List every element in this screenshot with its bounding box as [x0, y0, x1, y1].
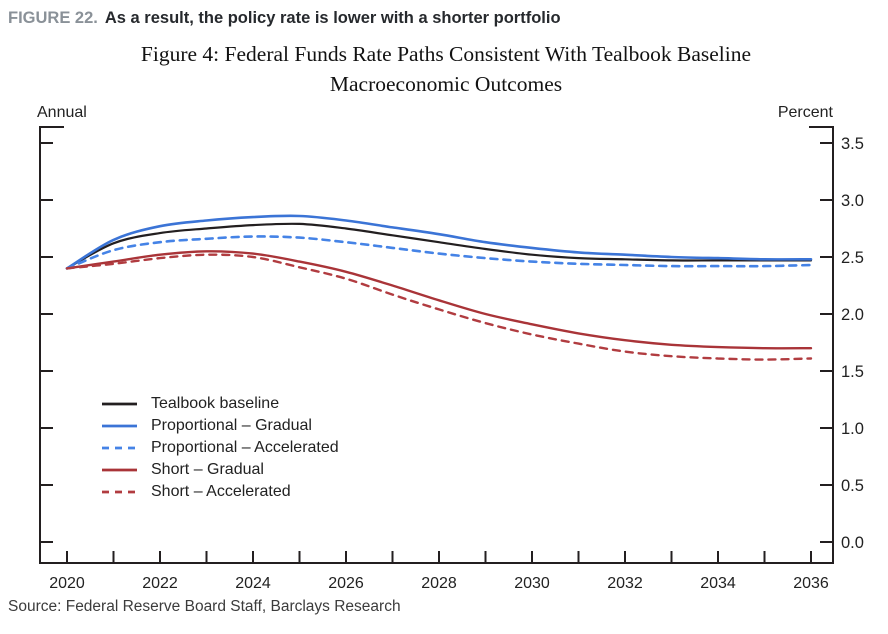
legend-line-swatch — [102, 424, 137, 428]
figure-headline: As a result, the policy rate is lower wi… — [104, 9, 561, 27]
y-tick-label: 3.0 — [841, 192, 864, 210]
y-axis-ticks — [40, 142, 833, 543]
x-axis-ticks — [66, 551, 812, 563]
legend-label: Short – Accelerated — [151, 483, 291, 500]
legend-item: Tealbook baseline — [101, 393, 339, 415]
legend-item: Proportional – Gradual — [101, 415, 339, 437]
legend-item: Proportional – Accelerated — [101, 437, 339, 459]
series-line — [65, 250, 813, 350]
y-tick-label: 2.0 — [841, 306, 864, 324]
y-tick-label: 1.0 — [841, 420, 864, 438]
x-tick-label: 2032 — [607, 575, 643, 592]
series-line — [65, 214, 813, 270]
legend-line-swatch — [102, 490, 137, 494]
left-axis-caption: Annual — [37, 104, 87, 121]
right-axis-caption: Percent — [777, 104, 833, 121]
y-tick-label: 2.5 — [841, 249, 864, 267]
x-tick-label: 2034 — [700, 575, 736, 592]
x-tick-label: 2026 — [328, 575, 364, 592]
legend-item: Short – Accelerated — [101, 481, 339, 503]
chart-title-line1: Figure 4: Federal Funds Rate Paths Consi… — [140, 42, 752, 66]
legend-label: Tealbook baseline — [151, 395, 280, 412]
legend-line-swatch — [102, 446, 137, 450]
y-tick-label: 0.5 — [841, 477, 864, 495]
chart-legend: Tealbook baseline Proportional – Gradual P… — [101, 393, 339, 503]
chart-title: Figure 4: Federal Funds Rate Paths Consi… — [0, 39, 888, 99]
x-tick-label: 2024 — [235, 575, 271, 592]
x-tick-label: 2036 — [793, 575, 829, 592]
legend-label: Short – Gradual — [151, 461, 264, 478]
x-tick-label: 2022 — [142, 575, 178, 592]
x-tick-label: 2030 — [514, 575, 550, 592]
source-note: Source: Federal Reserve Board Staff, Bar… — [8, 598, 401, 615]
legend-line-swatch — [102, 468, 137, 472]
series-line — [65, 235, 813, 270]
series-line — [65, 253, 813, 361]
y-tick-label: 1.5 — [841, 363, 864, 381]
figure-header: FIGURE 22. As a result, the policy rate i… — [8, 9, 561, 28]
series-line — [65, 222, 813, 270]
legend-item: Short – Gradual — [101, 459, 339, 481]
legend-label: Proportional – Gradual — [151, 417, 312, 434]
figure-number-label: FIGURE 22. — [8, 9, 98, 27]
legend-line-swatch — [102, 402, 137, 406]
x-tick-label: 2028 — [421, 575, 457, 592]
chart-title-line2: Macroeconomic Outcomes — [329, 72, 563, 96]
axis-frame — [39, 126, 834, 564]
y-tick-label: 0.0 — [841, 534, 864, 552]
legend-label: Proportional – Accelerated — [151, 439, 339, 456]
y-tick-label: 3.5 — [841, 135, 864, 153]
x-tick-label: 2020 — [49, 575, 85, 592]
